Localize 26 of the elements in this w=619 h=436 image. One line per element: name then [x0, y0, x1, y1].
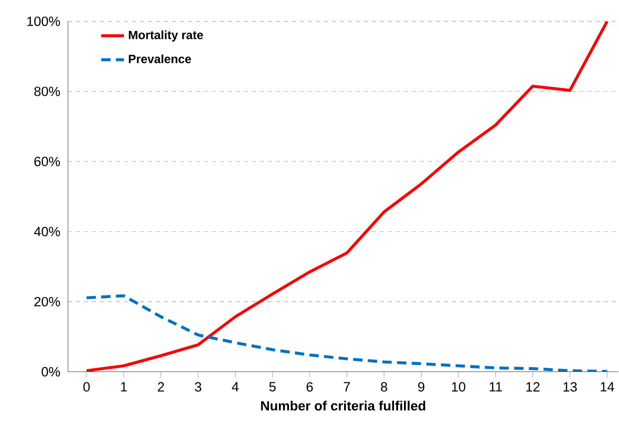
- x-tick-label: 11: [490, 382, 502, 392]
- y-tick-label: 100%: [27, 16, 60, 26]
- x-tick-label: 14: [600, 382, 614, 392]
- legend-label: Mortality rate: [128, 30, 203, 42]
- y-tick-label: 20%: [34, 297, 60, 307]
- y-tick-label: 0%: [42, 367, 60, 377]
- x-tick-label: 1: [121, 382, 127, 392]
- y-tick-label: 40%: [34, 227, 60, 236]
- legend-label: Prevalence: [128, 54, 192, 64]
- x-tick-label: 10: [452, 382, 466, 392]
- x-tick-label: 7: [344, 382, 350, 392]
- line-series: [85, 21, 609, 372]
- x-tick-label: 8: [380, 382, 388, 392]
- line-series: [85, 294, 609, 372]
- x-tick-label: 6: [306, 382, 313, 392]
- x-tick-label: 13: [564, 382, 577, 392]
- y-tick-label: 60%: [34, 156, 60, 166]
- x-tick-label: 4: [232, 382, 239, 392]
- x-tick-label: 0: [83, 382, 90, 392]
- x-tick-label: 5: [269, 382, 276, 392]
- x-tick-label: 2: [158, 382, 164, 392]
- x-tick-label: 12: [526, 382, 540, 392]
- x-axis-title: Number of criteria fulfilled: [261, 400, 426, 411]
- x-tick-label: 9: [418, 382, 424, 392]
- y-tick-label: 80%: [34, 86, 60, 96]
- x-tick-label: 3: [194, 382, 202, 392]
